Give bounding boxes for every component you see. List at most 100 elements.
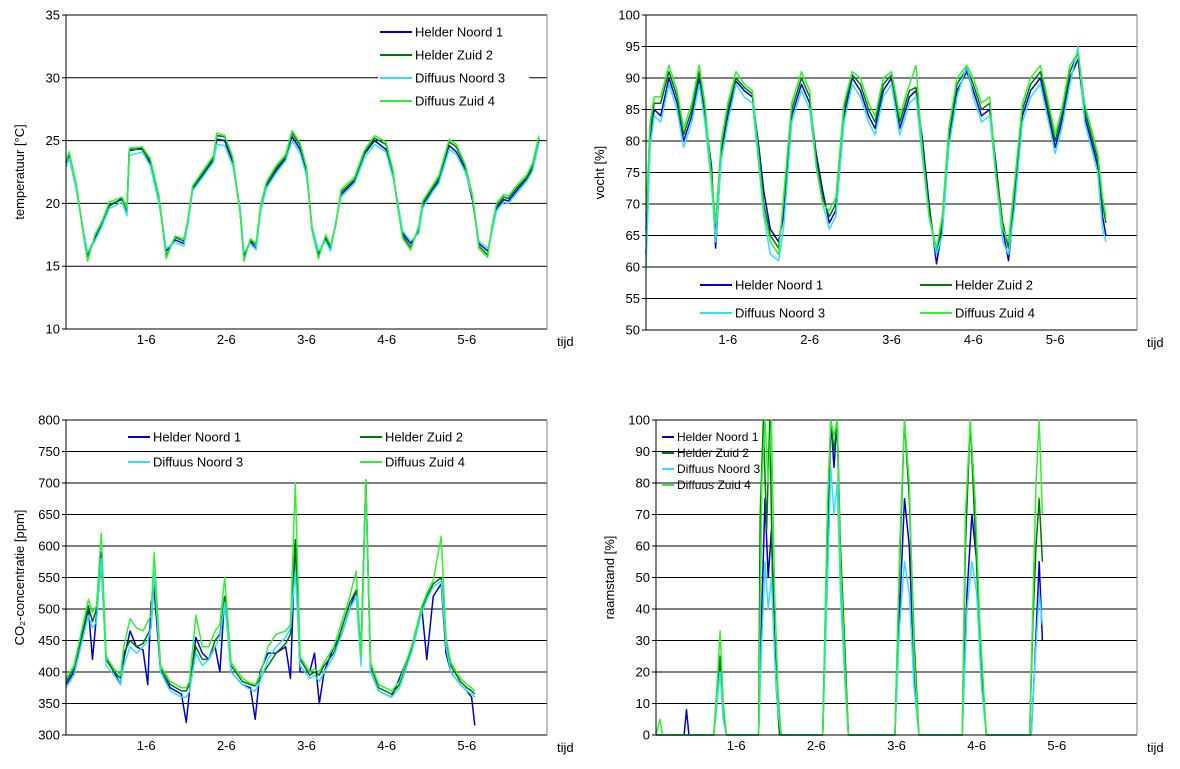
x-tick-label: 4-6	[967, 738, 986, 753]
x-axis-label: tijd	[557, 334, 574, 349]
series-line-3	[65, 139, 540, 254]
x-tick-label: 2-6	[217, 332, 236, 347]
x-tick-label: 4-6	[964, 332, 983, 347]
y-tick-label: 40	[636, 602, 650, 617]
legend-label-4: Diffuus Zuid 4	[955, 306, 1035, 321]
x-tick-label: 2-6	[807, 738, 826, 753]
y-tick-label: 400	[38, 665, 60, 680]
legend: Helder Noord 1 Helder Zuid 2 Diffuus Noord…	[128, 430, 465, 470]
x-tick-label: 4-6	[377, 738, 396, 753]
legend-label-2: Helder Zuid 2	[677, 446, 749, 460]
chart-panel-1: 10 15 20 25 30 35 1-6 2-6 3-6 4-6 5-6 tijd temperatu…	[12, 8, 574, 350]
y-tick-label: 0	[643, 728, 650, 743]
y-tick-label: 800	[38, 413, 60, 428]
legend-label-1: Helder Noord 1	[153, 430, 241, 445]
x-tick-label: 5-6	[1047, 738, 1066, 753]
legend-label-2: Helder Zuid 2	[415, 48, 493, 63]
y-tick-label: 90	[626, 71, 640, 86]
x-tick-label: 1-6	[137, 738, 156, 753]
legend-entry-bg	[698, 303, 850, 321]
y-tick-label: 50	[636, 570, 650, 585]
y-tick-label: 85	[626, 102, 640, 117]
legend-entry-bg	[918, 275, 1055, 293]
legend-entry-bg	[698, 275, 843, 293]
legend-entry-bg	[918, 303, 1063, 321]
y-tick-label: 70	[626, 197, 640, 212]
y-axis-label: raamstand [%]	[602, 536, 617, 620]
y-tick-label: 30	[46, 70, 60, 85]
legend-label-4: Diffuus Zuid 4	[415, 94, 495, 109]
y-tick-label: 75	[626, 165, 640, 180]
legend-entry-bg	[378, 22, 523, 40]
series-line-4	[655, 419, 1044, 736]
x-tick-label: 5-6	[1046, 332, 1065, 347]
legend-label-3: Diffuus Noord 3	[677, 462, 760, 476]
legend-label-1: Helder Noord 1	[677, 430, 759, 444]
y-tick-label: 50	[626, 323, 640, 338]
x-tick-label: 5-6	[457, 738, 476, 753]
chart-panel-4: 0 10 20 30 40 50 60 70 80 90 100 1-6 2-6 3-6 4-6 5-6 tij…	[602, 413, 1164, 756]
legend-label-2: Helder Zuid 2	[955, 278, 1033, 293]
legend-label-4: Diffuus Zuid 4	[677, 478, 751, 492]
x-tick-label: 3-6	[882, 332, 901, 347]
x-tick-label: 4-6	[377, 332, 396, 347]
series-line-2	[65, 482, 476, 695]
y-tick-label: 55	[626, 291, 640, 306]
y-axis-label: vocht [%]	[592, 146, 607, 199]
x-tick-label: 3-6	[887, 738, 906, 753]
x-axis-label: tijd	[557, 740, 574, 755]
y-tick-label: 70	[636, 507, 650, 522]
legend-label-1: Helder Noord 1	[735, 278, 823, 293]
y-tick-label: 300	[38, 728, 60, 743]
legend-label-1: Helder Noord 1	[415, 25, 503, 40]
series-line-4	[645, 52, 1107, 256]
x-axis-label: tijd	[1147, 335, 1164, 350]
y-tick-label: 25	[46, 133, 60, 148]
x-tick-label: 3-6	[297, 738, 316, 753]
y-tick-label: 450	[38, 633, 60, 648]
series-line-3	[645, 45, 1107, 268]
y-tick-label: 350	[38, 696, 60, 711]
legend-label-3: Diffuus Noord 3	[415, 71, 505, 86]
y-axis-label: temperatuur [°C]	[12, 124, 27, 220]
legend-entry-bg	[378, 91, 523, 109]
y-tick-label: 100	[628, 413, 650, 428]
y-tick-label: 10	[46, 322, 60, 337]
x-tick-label: 2-6	[800, 332, 819, 347]
x-axis-label: tijd	[1147, 740, 1164, 755]
legend-label-3: Diffuus Noord 3	[735, 306, 825, 321]
x-tick-label: 5-6	[457, 332, 476, 347]
y-tick-label: 65	[626, 228, 640, 243]
x-tick-label: 1-6	[727, 738, 746, 753]
x-tick-label: 1-6	[137, 332, 156, 347]
y-tick-label: 80	[636, 476, 650, 491]
y-tick-label: 35	[46, 8, 60, 23]
y-tick-label: 60	[626, 260, 640, 275]
legend: Helder Noord 1 Helder Zuid 2 Diffuus Noord…	[378, 22, 530, 109]
y-tick-label: 60	[636, 539, 650, 554]
y-tick-label: 10	[636, 696, 650, 711]
y-tick-label: 15	[46, 259, 60, 274]
y-axis-label: CO₂-concentratie [ppm]	[12, 510, 27, 646]
legend-label-4: Diffuus Zuid 4	[385, 455, 465, 470]
x-tick-label: 2-6	[217, 738, 236, 753]
y-tick-label: 20	[46, 196, 60, 211]
y-tick-label: 80	[626, 134, 640, 149]
series-line-4	[65, 129, 540, 262]
legend: Helder Noord 1 Helder Zuid 2 Diffuus Noord…	[698, 275, 1063, 321]
series-line-4	[65, 479, 476, 692]
y-tick-label: 750	[38, 444, 60, 459]
series-line-3	[65, 488, 476, 698]
y-tick-label: 95	[626, 39, 640, 54]
y-tick-label: 650	[38, 507, 60, 522]
legend-entry-bg	[378, 45, 515, 63]
y-tick-label: 700	[38, 476, 60, 491]
chart-panel-3: 300 350 400 450 500 550 600 650 700 750 800 1-6 2-6 3…	[12, 413, 574, 756]
legend-label-2: Helder Zuid 2	[385, 430, 463, 445]
y-tick-label: 90	[636, 444, 650, 459]
y-tick-label: 550	[38, 570, 60, 585]
legend: Helder Noord 1 Helder Zuid 2 Diffuus Noord…	[662, 430, 760, 492]
legend-label-3: Diffuus Noord 3	[153, 455, 243, 470]
x-tick-label: 3-6	[297, 332, 316, 347]
